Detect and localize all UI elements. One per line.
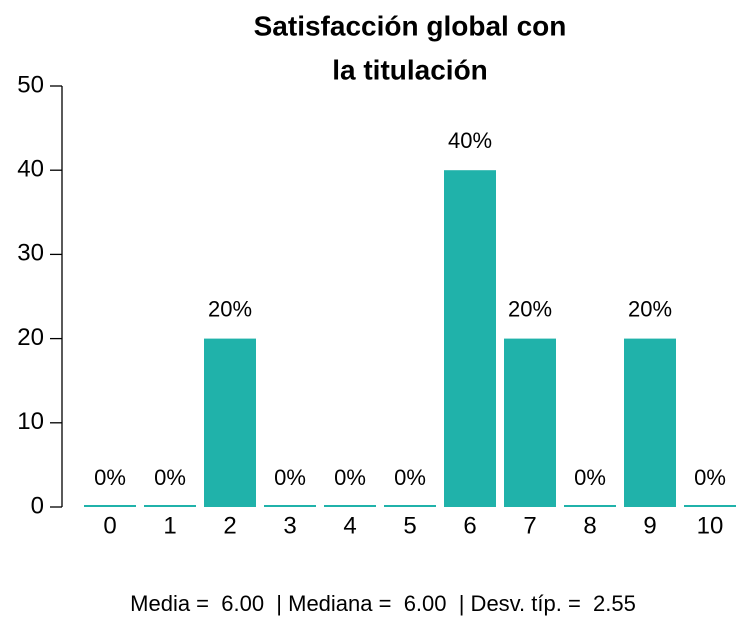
- value-label: 20%: [508, 296, 552, 321]
- bar: [264, 505, 316, 507]
- bar: [144, 505, 196, 507]
- y-tick-label: 20: [17, 324, 44, 351]
- value-label: 40%: [448, 128, 492, 153]
- x-tick-label: 3: [283, 512, 296, 539]
- bar: [504, 338, 556, 507]
- bar: [624, 338, 676, 507]
- x-tick-label: 8: [583, 512, 596, 539]
- value-label: 0%: [574, 465, 606, 490]
- bar: [684, 505, 736, 507]
- value-label: 0%: [334, 465, 366, 490]
- y-tick-label: 30: [17, 240, 44, 267]
- chart-title: Satisfacción global con: [254, 10, 567, 41]
- bar: [444, 170, 496, 507]
- x-tick-label: 7: [523, 512, 536, 539]
- value-label: 0%: [274, 465, 306, 490]
- caption: Media = 6.00 | Mediana = 6.00 | Desv. tí…: [130, 591, 636, 616]
- bar: [84, 505, 136, 507]
- bar: [324, 505, 376, 507]
- value-label: 0%: [94, 465, 126, 490]
- x-tick-label: 6: [463, 512, 476, 539]
- value-label: 20%: [208, 296, 252, 321]
- x-tick-label: 10: [697, 512, 724, 539]
- bar: [204, 338, 256, 507]
- chart-title: la titulación: [332, 54, 488, 85]
- value-label: 0%: [394, 465, 426, 490]
- bar: [384, 505, 436, 507]
- x-tick-label: 1: [163, 512, 176, 539]
- y-tick-label: 0: [31, 492, 44, 519]
- value-label: 0%: [154, 465, 186, 490]
- y-tick-label: 10: [17, 408, 44, 435]
- x-tick-label: 4: [343, 512, 356, 539]
- x-tick-label: 5: [403, 512, 416, 539]
- x-tick-label: 9: [643, 512, 656, 539]
- bar: [564, 505, 616, 507]
- x-tick-label: 0: [103, 512, 116, 539]
- value-label: 20%: [628, 296, 672, 321]
- x-tick-label: 2: [223, 512, 236, 539]
- y-tick-label: 50: [17, 71, 44, 98]
- value-label: 0%: [694, 465, 726, 490]
- y-tick-label: 40: [17, 156, 44, 183]
